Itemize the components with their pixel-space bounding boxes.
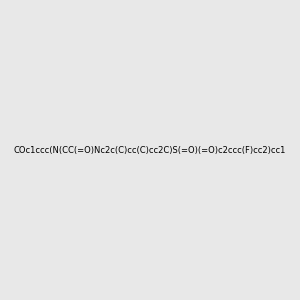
Text: COc1ccc(N(CC(=O)Nc2c(C)cc(C)cc2C)S(=O)(=O)c2ccc(F)cc2)cc1: COc1ccc(N(CC(=O)Nc2c(C)cc(C)cc2C)S(=O)(=… — [14, 146, 286, 154]
